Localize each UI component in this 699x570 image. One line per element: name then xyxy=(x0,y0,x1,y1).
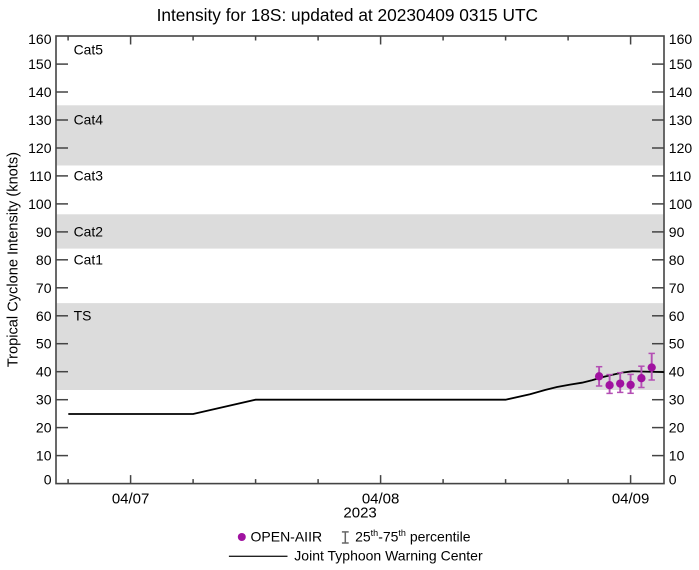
svg-text:04/08: 04/08 xyxy=(362,490,400,507)
svg-text:120: 120 xyxy=(28,140,52,156)
svg-text:100: 100 xyxy=(669,196,693,212)
svg-text:60: 60 xyxy=(669,308,685,324)
svg-text:150: 150 xyxy=(28,56,52,72)
svg-text:120: 120 xyxy=(669,140,693,156)
svg-text:Tropical Cyclone Intensity (kn: Tropical Cyclone Intensity (knots) xyxy=(6,152,22,367)
svg-text:0: 0 xyxy=(669,472,677,488)
svg-text:130: 130 xyxy=(28,112,52,128)
svg-text:80: 80 xyxy=(669,252,685,268)
svg-text:140: 140 xyxy=(28,84,52,100)
svg-text:Intensity for 18S: updated at: Intensity for 18S: updated at 20230409 0… xyxy=(157,5,538,25)
svg-text:30: 30 xyxy=(36,392,52,408)
svg-text:140: 140 xyxy=(669,84,693,100)
svg-text:10: 10 xyxy=(669,448,685,464)
svg-text:04/09: 04/09 xyxy=(612,490,650,507)
svg-text:10: 10 xyxy=(36,448,52,464)
svg-text:25th-75th percentile: 25th-75th percentile xyxy=(355,528,471,544)
svg-text:70: 70 xyxy=(36,280,52,296)
svg-text:160: 160 xyxy=(28,31,52,47)
svg-text:70: 70 xyxy=(669,280,685,296)
svg-text:160: 160 xyxy=(669,31,693,47)
svg-text:TS: TS xyxy=(74,308,92,324)
svg-text:Cat4: Cat4 xyxy=(74,112,104,128)
svg-text:20: 20 xyxy=(669,420,685,436)
svg-text:Cat5: Cat5 xyxy=(74,42,104,58)
svg-text:50: 50 xyxy=(36,336,52,352)
svg-text:60: 60 xyxy=(36,308,52,324)
svg-text:20: 20 xyxy=(36,420,52,436)
svg-text:110: 110 xyxy=(29,168,52,184)
svg-text:50: 50 xyxy=(669,336,685,352)
svg-text:40: 40 xyxy=(36,364,52,380)
svg-text:150: 150 xyxy=(669,56,693,72)
svg-text:80: 80 xyxy=(36,252,52,268)
svg-text:Cat3: Cat3 xyxy=(74,168,104,184)
svg-text:40: 40 xyxy=(669,364,685,380)
svg-text:Cat1: Cat1 xyxy=(74,252,104,268)
svg-text:2023: 2023 xyxy=(343,504,376,521)
svg-text:OPEN-AIIR: OPEN-AIIR xyxy=(251,529,323,545)
svg-text:Joint Typhoon Warning Center: Joint Typhoon Warning Center xyxy=(294,548,483,564)
svg-text:90: 90 xyxy=(36,224,52,240)
svg-text:0: 0 xyxy=(44,472,52,488)
svg-text:04/07: 04/07 xyxy=(112,490,150,507)
svg-text:110: 110 xyxy=(669,168,692,184)
svg-text:30: 30 xyxy=(669,392,685,408)
svg-text:Cat2: Cat2 xyxy=(74,224,104,240)
svg-text:90: 90 xyxy=(669,224,685,240)
svg-text:100: 100 xyxy=(28,196,52,212)
svg-text:130: 130 xyxy=(669,112,693,128)
